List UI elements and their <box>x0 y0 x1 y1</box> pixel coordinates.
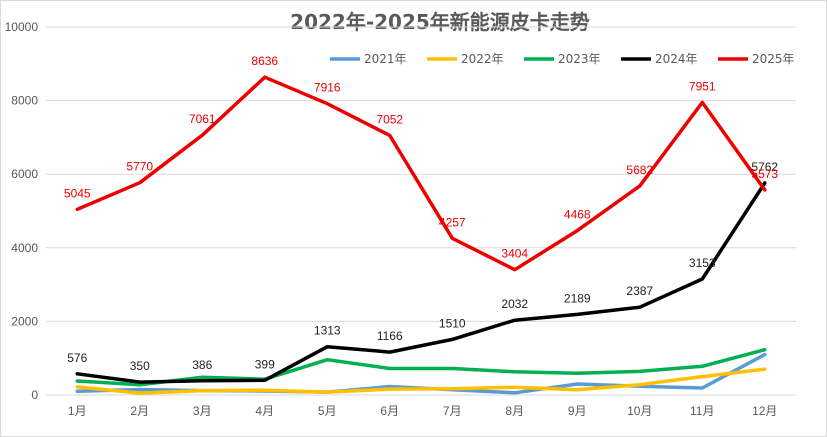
data-label: 1313 <box>314 324 341 338</box>
legend-label: 2025年 <box>752 52 795 66</box>
data-label: 2032 <box>501 297 528 311</box>
data-label: 7061 <box>189 112 216 126</box>
x-tick-label: 6月 <box>380 404 399 418</box>
data-label: 1510 <box>439 316 466 330</box>
data-label: 350 <box>130 359 150 373</box>
series-line-2024年 <box>75 181 767 384</box>
x-tick-label: 7月 <box>443 404 462 418</box>
data-label: 3153 <box>689 256 716 270</box>
legend-label: 2024年 <box>655 52 698 66</box>
x-tick-label: 10月 <box>627 404 652 418</box>
data-label: 5682 <box>626 163 653 177</box>
data-label: 4257 <box>439 215 466 229</box>
data-label: 8636 <box>251 54 278 68</box>
data-label: 4468 <box>564 208 591 222</box>
data-label: 7916 <box>314 81 341 95</box>
legend-label: 2023年 <box>558 52 601 66</box>
data-labels: 576 350 386 399 1313 1166 1510 2032 2189 2387 3153… <box>64 54 779 373</box>
y-tick-label: 2000 <box>11 314 38 328</box>
x-tick-label: 11月 <box>690 404 714 418</box>
x-tick-label: 8月 <box>505 404 524 418</box>
data-label: 5762 <box>751 160 778 174</box>
x-tick-label: 9月 <box>568 404 587 418</box>
data-label: 5045 <box>64 186 91 200</box>
x-tick-label: 12月 <box>752 404 777 418</box>
x-tick-label: 5月 <box>318 404 337 418</box>
series-line-2023年 <box>75 347 767 387</box>
x-tick-label: 4月 <box>255 404 274 418</box>
y-tick-label: 10000 <box>5 20 39 34</box>
data-label: 2189 <box>564 291 591 305</box>
legend-label: 2021年 <box>364 52 407 66</box>
series-line-2025年 <box>75 75 767 272</box>
data-label: 5573 <box>751 167 778 181</box>
data-label: 1166 <box>377 329 403 343</box>
series-line-2022年 <box>75 367 767 395</box>
x-tick-label: 3月 <box>193 404 212 418</box>
data-label: 7052 <box>376 112 403 126</box>
y-axis-ticks: 0 2000 4000 6000 8000 10000 <box>5 20 39 402</box>
data-label: 2387 <box>626 284 653 298</box>
y-tick-label: 0 <box>31 388 38 402</box>
gridlines <box>46 26 796 396</box>
y-tick-label: 8000 <box>11 94 38 108</box>
chart-title: 2022年-2025年新能源皮卡走势 <box>290 10 590 34</box>
x-tick-label: 2月 <box>130 404 149 418</box>
legend-label: 2022年 <box>461 52 504 66</box>
legend: 2021年 2022年 2023年 2024年 2025年 <box>330 52 795 66</box>
y-tick-label: 4000 <box>11 241 38 255</box>
x-axis-ticks: 1月 2月 3月 4月 5月 6月 7月 8月 9月 10月 11月 12月 <box>68 404 778 418</box>
data-label: 576 <box>67 351 87 365</box>
data-label: 386 <box>192 358 212 372</box>
data-label: 399 <box>255 357 275 371</box>
x-tick-label: 1月 <box>68 404 87 418</box>
y-tick-label: 6000 <box>11 167 38 181</box>
data-label: 7951 <box>689 79 716 93</box>
data-label: 5770 <box>126 160 153 174</box>
series-lines <box>75 75 767 395</box>
data-label: 3404 <box>501 247 528 261</box>
